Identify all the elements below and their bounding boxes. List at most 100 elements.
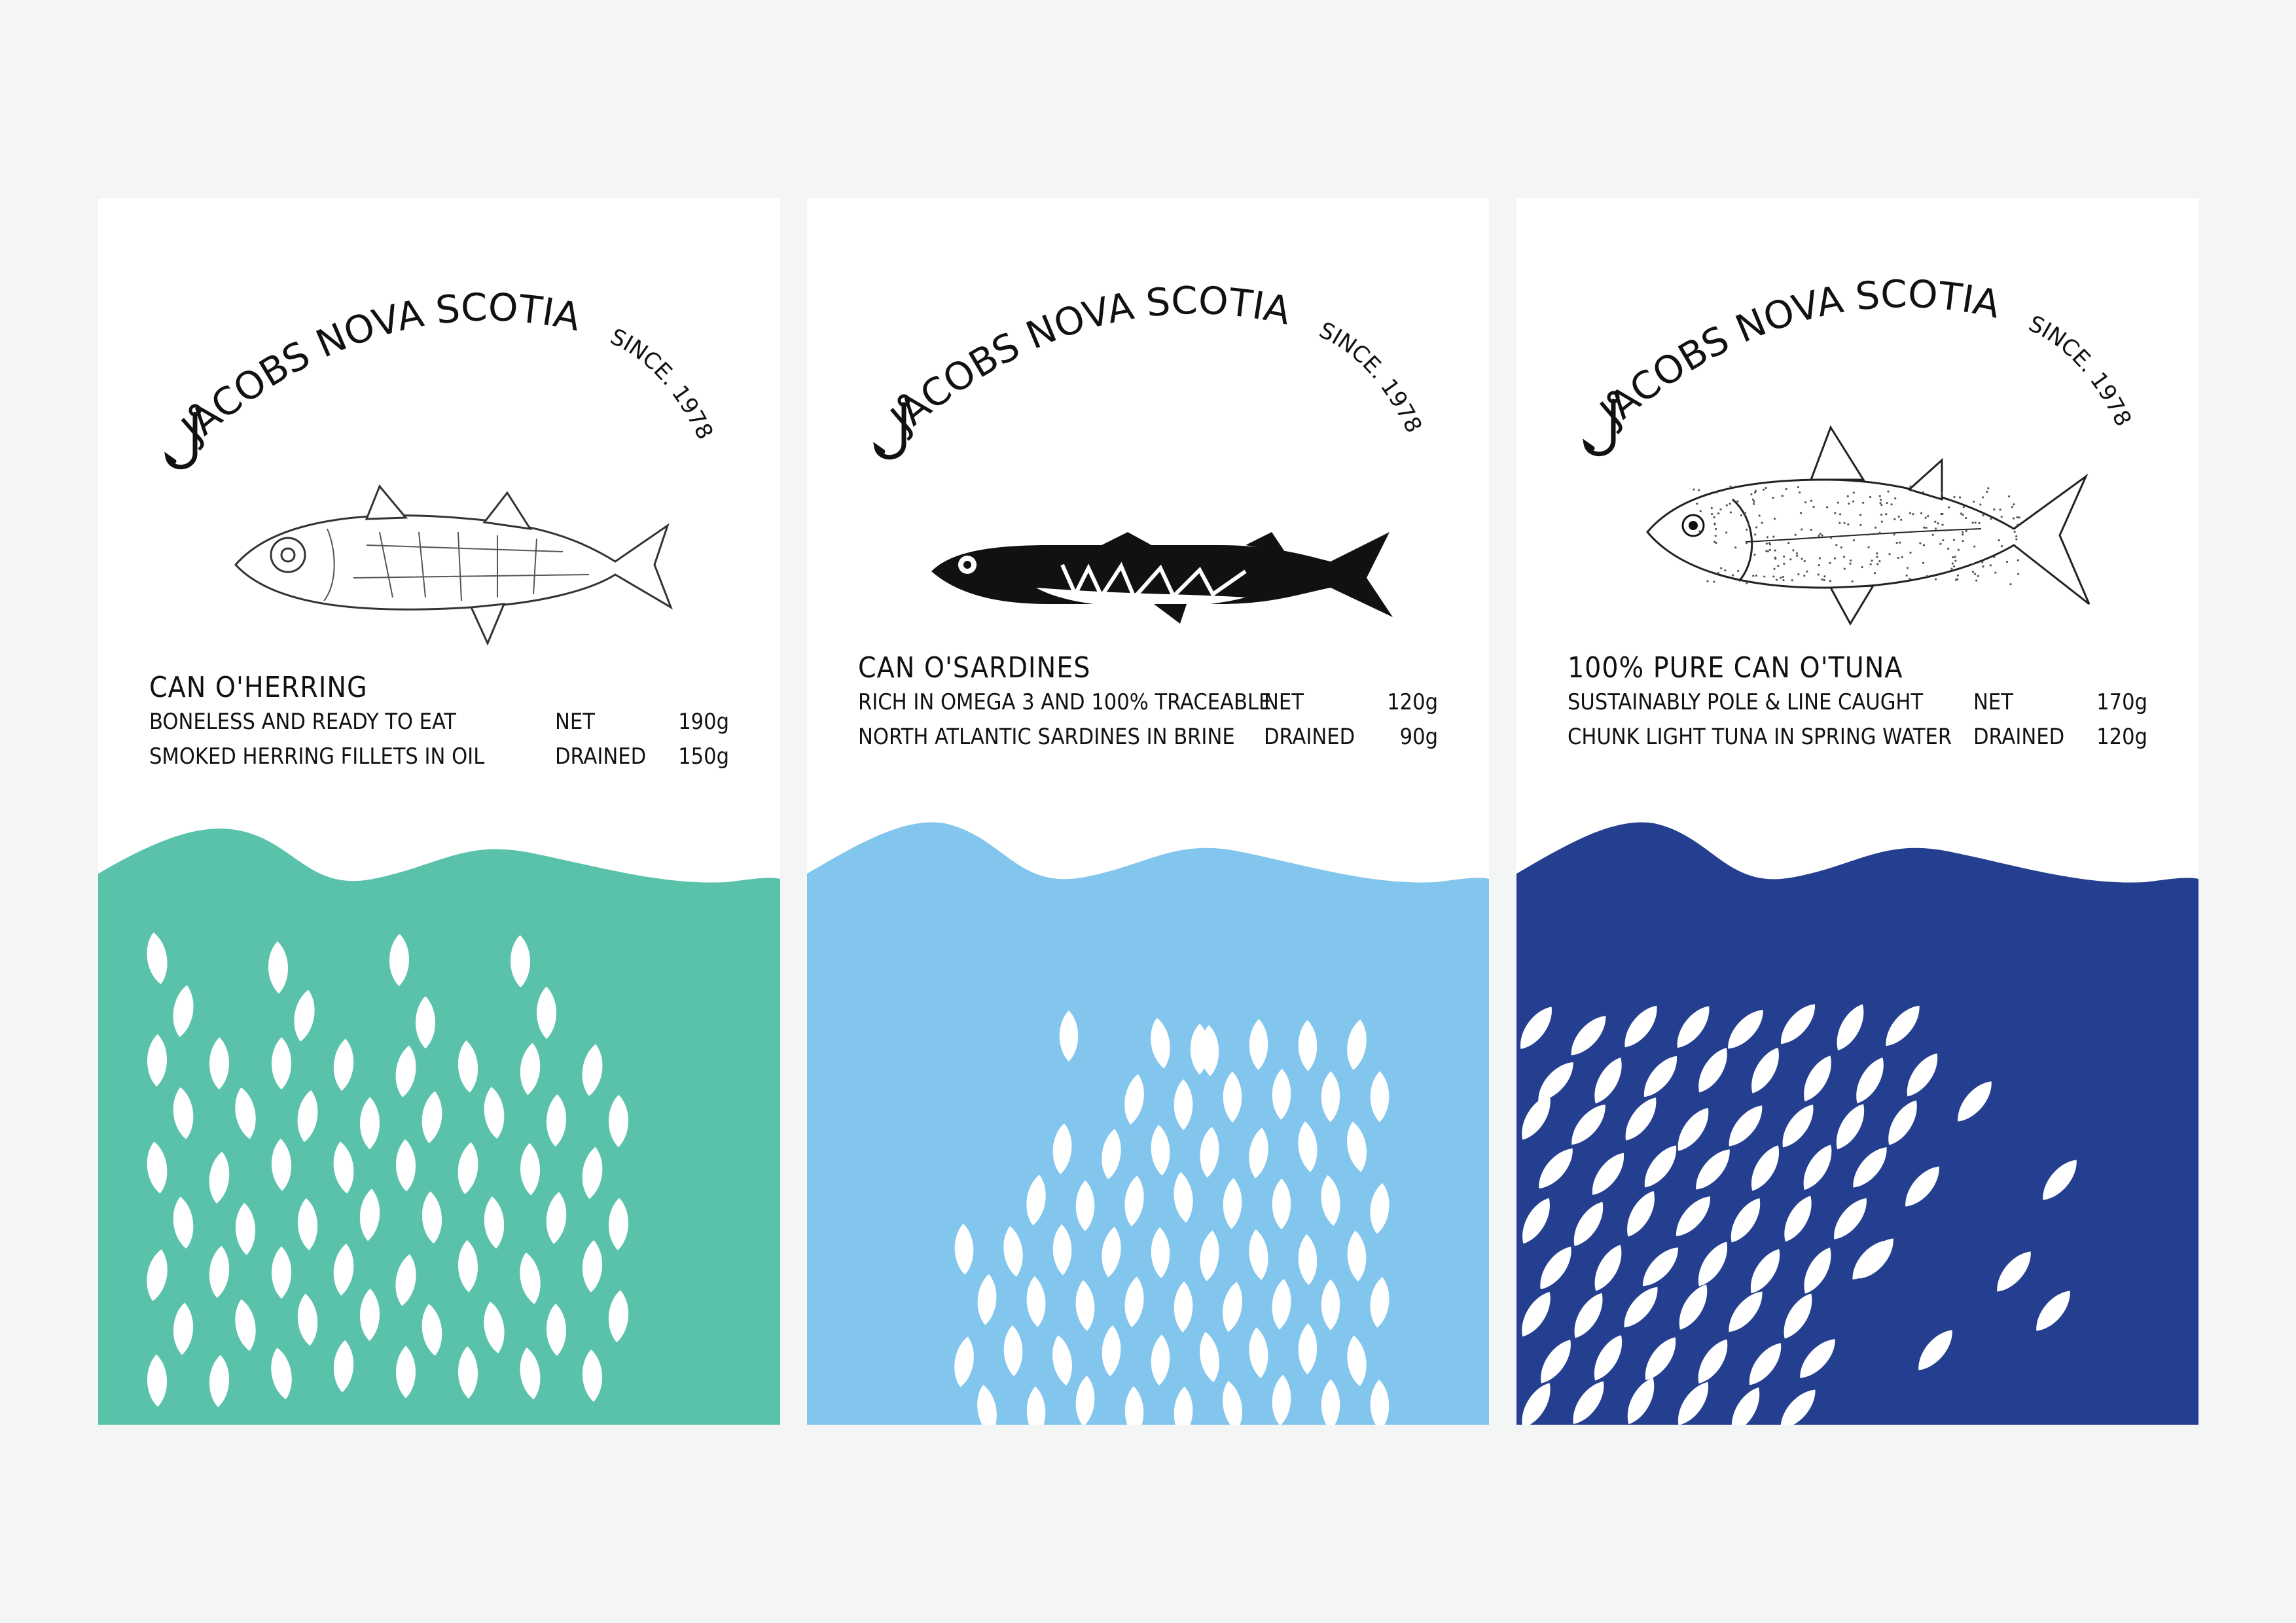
fish-leaf-shape <box>1370 1183 1390 1234</box>
fish-leaf-shape <box>1298 1234 1318 1285</box>
brand-arc: JACOBS NOVA SCOTIA SINCE. 1978 <box>881 278 1427 442</box>
fish-leaf-shape <box>268 941 288 994</box>
fish-leaf-shape <box>1151 1334 1170 1386</box>
fish-leaf-shape <box>1174 1171 1193 1223</box>
fish-leaf-shape <box>1677 1107 1709 1151</box>
fish-leaf-shape <box>2036 1291 2070 1331</box>
fish-leaf-shape <box>1026 1275 1046 1327</box>
fish-leaf-shape <box>1627 1378 1655 1425</box>
fish-leaf-shape <box>1642 1247 1679 1287</box>
fish-leaf-shape <box>1174 1386 1193 1425</box>
fish-leaf-shape <box>1859 1238 1893 1279</box>
fish-leaf-shape <box>1200 1332 1219 1383</box>
fish-leaf-shape <box>1370 1277 1390 1328</box>
fish-leaf-shape <box>1522 1383 1551 1425</box>
fish-leaf-shape <box>1541 1340 1571 1383</box>
fish-leaf-shape <box>520 1252 541 1304</box>
fish-school-pattern <box>147 932 628 1408</box>
fish-leaf-shape <box>422 1191 442 1244</box>
sea-wave-pattern <box>1516 822 2198 1425</box>
fish-leaf-shape <box>272 1037 291 1090</box>
fish-leaf-shape <box>1272 1178 1291 1230</box>
fish-leaf-shape <box>1298 1323 1318 1375</box>
fish-leaf-shape <box>457 1142 478 1194</box>
fish-leaf-shape <box>1834 1198 1867 1240</box>
fish-leaf-shape <box>511 935 530 988</box>
fish-leaf-shape <box>334 1340 353 1393</box>
fish-leaf-shape <box>1624 1287 1658 1328</box>
fish-leaf-shape <box>1918 1330 1952 1370</box>
fish-leaf-shape <box>209 1151 230 1204</box>
fish-leaf-shape <box>1370 1071 1390 1122</box>
fish-hook-icon <box>164 404 202 469</box>
fish-leaf-shape <box>1075 1375 1095 1425</box>
fish-leaf-shape <box>173 985 194 1037</box>
drained-label: DRAINED <box>1973 724 2065 750</box>
fish-leaf-shape <box>1997 1251 2031 1292</box>
fish-leaf-shape <box>422 1091 442 1143</box>
brand-since: SINCE. 1978 <box>606 324 718 444</box>
net-label: NET <box>555 709 595 735</box>
fish-leaf-shape <box>954 1223 974 1275</box>
fish-leaf-shape <box>1958 1081 1992 1122</box>
fish-leaf-shape <box>1677 1382 1709 1425</box>
fish-leaf-shape <box>1347 1019 1367 1070</box>
fish-leaf-shape <box>1223 1178 1242 1229</box>
fish-leaf-shape <box>1784 1293 1812 1339</box>
fish-leaf-shape <box>359 1188 380 1241</box>
fish-leaf-shape <box>297 1090 318 1143</box>
fish-leaf-shape <box>333 1243 354 1296</box>
fish-leaf-shape <box>1731 1387 1760 1425</box>
fish-leaf-shape <box>1574 1293 1603 1338</box>
fish-leaf-shape <box>1052 1123 1072 1175</box>
fish-leaf-shape <box>1249 1128 1268 1179</box>
product-description: SMOKED HERRING FILLETS IN OIL <box>149 743 485 770</box>
fish-leaf-shape <box>1026 1175 1046 1226</box>
fish-leaf-shape <box>582 1044 603 1096</box>
fish-leaf-shape <box>582 1147 603 1200</box>
fish-leaf-shape <box>1539 1148 1573 1189</box>
fish-leaf-shape <box>294 990 315 1042</box>
fish-leaf-shape <box>547 1303 566 1356</box>
tuna-can-label: JACOBS NOVA SCOTIA SINCE. 1978 100% PURE… <box>1516 198 2198 1425</box>
net-value: 120g <box>1387 689 1438 715</box>
fish-leaf-shape <box>1102 1128 1121 1180</box>
fish-leaf-shape <box>1520 1007 1552 1049</box>
fish-leaf-shape <box>1571 1104 1605 1145</box>
fish-leaf-shape <box>1223 1071 1242 1123</box>
fish-leaf-shape <box>1856 1057 1884 1103</box>
fish-leaf-shape <box>1679 1284 1708 1330</box>
fish-leaf-shape <box>458 1040 478 1093</box>
fish-leaf-shape <box>1124 1386 1144 1425</box>
fish-leaf-shape <box>1151 1018 1170 1069</box>
fish-leaf-shape <box>1174 1281 1193 1332</box>
fish-leaf-shape <box>173 1196 194 1249</box>
tuna-illustration-icon <box>1646 425 2090 626</box>
fish-leaf-shape <box>583 1349 602 1402</box>
fish-leaf-shape <box>360 1289 380 1342</box>
fish-leaf-shape <box>1645 1337 1676 1381</box>
fish-leaf-shape <box>1223 1381 1242 1425</box>
fish-leaf-shape <box>1627 1190 1655 1237</box>
fish-leaf-shape <box>1272 1279 1291 1330</box>
fish-leaf-shape <box>1571 1016 1606 1056</box>
fish-leaf-shape <box>1347 1121 1367 1172</box>
fish-leaf-shape <box>458 1346 478 1399</box>
fish-leaf-shape <box>520 1347 541 1400</box>
product-description: SUSTAINABLY POLE & LINE CAUGHT <box>1568 689 1924 715</box>
net-value: 170g <box>2096 689 2147 715</box>
fish-leaf-shape <box>547 1094 566 1147</box>
fish-leaf-shape <box>977 1274 997 1325</box>
wave <box>807 822 1489 1425</box>
fish-leaf-shape <box>1272 1374 1291 1425</box>
fish-leaf-shape <box>147 1249 168 1302</box>
fish-leaf-shape <box>1698 1241 1728 1287</box>
fish-leaf-shape <box>1804 1056 1831 1101</box>
fish-leaf-shape <box>1780 1389 1816 1425</box>
fish-leaf-shape <box>235 1087 256 1139</box>
product-description: RICH IN OMEGA 3 AND 100% TRACEABLE <box>858 689 1272 715</box>
info-row-2: NORTH ATLANTIC SARDINES IN BRINE DRAINED… <box>858 724 1438 757</box>
brand-name: JACOBS NOVA SCOTIA <box>881 278 1295 442</box>
fish-leaf-shape <box>609 1290 628 1343</box>
fish-leaf-shape <box>954 1336 974 1387</box>
